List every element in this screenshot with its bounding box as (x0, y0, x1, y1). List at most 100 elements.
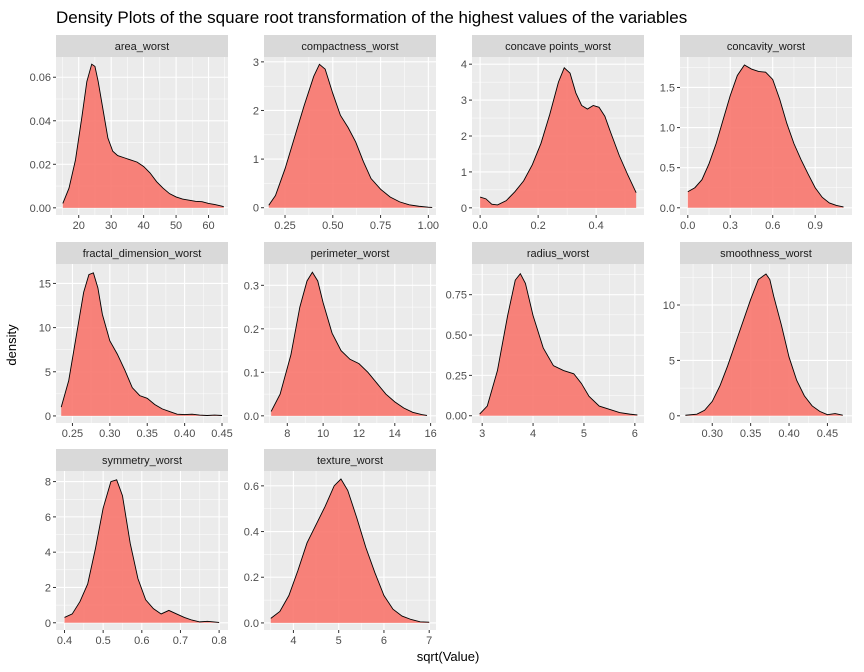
strip-label-fractal-dimension-worst: fractal_dimension_worst (83, 248, 202, 260)
density-area-symmetry-worst (64, 479, 220, 623)
strip-perimeter-worst (264, 242, 436, 264)
x-tick-label: 0.0 (680, 220, 695, 232)
x-tick-label: 0.2 (530, 220, 545, 232)
y-tick-label: 0.5 (660, 163, 675, 175)
strip-concave-points-worst (472, 35, 644, 57)
x-tick-label: 60 (202, 220, 214, 232)
x-tick-label: 0.7 (173, 635, 188, 647)
density-line-perimeter-worst (270, 271, 428, 416)
density-line-concave-points-worst (479, 66, 637, 206)
y-tick-label: 1 (461, 167, 467, 179)
y-tick-label: 3 (461, 95, 467, 107)
y-tick-label: 0.04 (30, 116, 51, 128)
x-tick-label: 0.45 (211, 428, 232, 440)
x-tick-label: 0.0 (472, 220, 487, 232)
strip-symmetry-worst (56, 449, 228, 471)
y-tick-label: 0.1 (244, 367, 259, 379)
y-tick-label: 15 (39, 278, 51, 290)
density-line-symmetry-worst (64, 479, 220, 623)
x-tick-label: 0.6 (765, 220, 780, 232)
y-tick-label: 5 (45, 367, 51, 379)
panel-texture-worst: texture_worst 4 5 6 7 0.0 0.2 0.4 0.6 (244, 449, 436, 647)
y-tick-label: 2 (461, 131, 467, 143)
strip-label-area-worst: area_worst (115, 41, 169, 53)
strip-label-concave-points-worst: concave points_worst (505, 41, 611, 53)
x-tick-label: 0.35 (137, 428, 158, 440)
density-area-area-worst (62, 64, 224, 208)
density-area-concavity-worst (687, 65, 844, 208)
x-tick-label: 6 (632, 428, 638, 440)
y-tick-label: 0.0 (244, 411, 259, 423)
x-tick-label: 3 (479, 428, 485, 440)
strip-label-radius-worst: radius_worst (527, 248, 589, 260)
x-tick-label: 0.75 (370, 220, 391, 232)
x-tick-label: 20 (73, 220, 85, 232)
strip-label-perimeter-worst: perimeter_worst (311, 248, 390, 260)
y-tick-label: 0.75 (446, 290, 467, 302)
panel-smoothness-worst: smoothness_worst 0.30 0.35 0.40 0.45 0 5 10 (663, 242, 852, 440)
strip-label-smoothness-worst: smoothness_worst (720, 248, 812, 260)
y-tick-label: 0.3 (244, 280, 259, 292)
density-area-smoothness-worst (685, 273, 843, 416)
y-tick-label: 1 (253, 154, 259, 166)
x-tick-label: 0.30 (702, 428, 723, 440)
x-tick-label: 30 (105, 220, 117, 232)
y-tick-label: 0.00 (446, 411, 467, 423)
x-tick-label: 5 (336, 635, 342, 647)
density-line-concavity-worst (687, 64, 844, 208)
y-tick-label: 0.2 (244, 324, 259, 336)
x-tick-label: 0.40 (174, 428, 195, 440)
x-tick-label: 1.00 (418, 220, 439, 232)
x-tick-label: 0.45 (817, 428, 838, 440)
x-tick-label: 0.8 (211, 635, 226, 647)
density-area-texture-worst (270, 479, 430, 623)
x-tick-label: 0.4 (588, 220, 603, 232)
y-tick-label: 0.0 (660, 203, 675, 215)
density-line-smoothness-worst (685, 273, 843, 416)
x-tick-label: 14 (389, 428, 401, 440)
strip-fractal-dimension-worst (56, 242, 228, 264)
y-tick-label: 0.06 (30, 72, 51, 84)
x-tick-label: 0.25 (274, 220, 295, 232)
y-tick-label: 0 (45, 411, 51, 423)
x-tick-label: 0.35 (740, 428, 761, 440)
panel-perimeter-worst: perimeter_worst 8 10 12 14 16 0.0 0.1 0.2 0.3 (244, 242, 437, 440)
y-tick-label: 1.0 (660, 123, 675, 135)
y-tick-label: 4 (461, 59, 467, 71)
x-tick-label: 0.4 (57, 635, 72, 647)
density-area-compactness-worst (268, 64, 433, 208)
y-tick-label: 4 (45, 547, 51, 559)
strip-area-worst (56, 35, 228, 57)
strip-concavity-worst (680, 35, 852, 57)
density-line-texture-worst (270, 478, 430, 623)
x-tick-label: 0.9 (808, 220, 823, 232)
x-tick-label: 4 (530, 428, 536, 440)
x-tick-label: 0.25 (62, 428, 83, 440)
x-tick-label: 0.40 (778, 428, 799, 440)
y-tick-label: 0.02 (30, 159, 51, 171)
y-tick-label: 1.5 (660, 82, 675, 94)
x-tick-label: 5 (581, 428, 587, 440)
panel-concavity-worst: concavity_worst 0.0 0.3 0.6 0.9 0.0 0.5 1.0 1.5 (660, 35, 852, 232)
strip-label-symmetry-worst: symmetry_worst (102, 455, 182, 467)
y-tick-label: 0.6 (244, 481, 259, 493)
x-tick-label: 12 (353, 428, 365, 440)
y-tick-label: 0.4 (244, 527, 259, 539)
y-tick-label: 0 (461, 203, 467, 215)
chart-title: Density Plots of the square root transfo… (56, 8, 687, 27)
x-axis-title: sqrt(Value) (417, 649, 480, 664)
strip-texture-worst (264, 449, 436, 471)
x-tick-label: 0.6 (134, 635, 149, 647)
x-tick-label: 8 (284, 428, 290, 440)
y-tick-label: 6 (45, 512, 51, 524)
x-tick-label: 16 (425, 428, 437, 440)
y-tick-label: 0 (669, 411, 675, 423)
density-area-fractal-dimension-worst (61, 272, 223, 416)
y-tick-label: 0.00 (30, 203, 51, 215)
x-tick-label: 10 (317, 428, 329, 440)
x-tick-label: 6 (381, 635, 387, 647)
y-tick-label: 0.2 (244, 572, 259, 584)
panel-symmetry-worst: symmetry_worst 0.4 0.5 0.6 0.7 0.8 0 2 4 6 8 (45, 449, 228, 647)
y-axis-title: density (4, 324, 19, 366)
